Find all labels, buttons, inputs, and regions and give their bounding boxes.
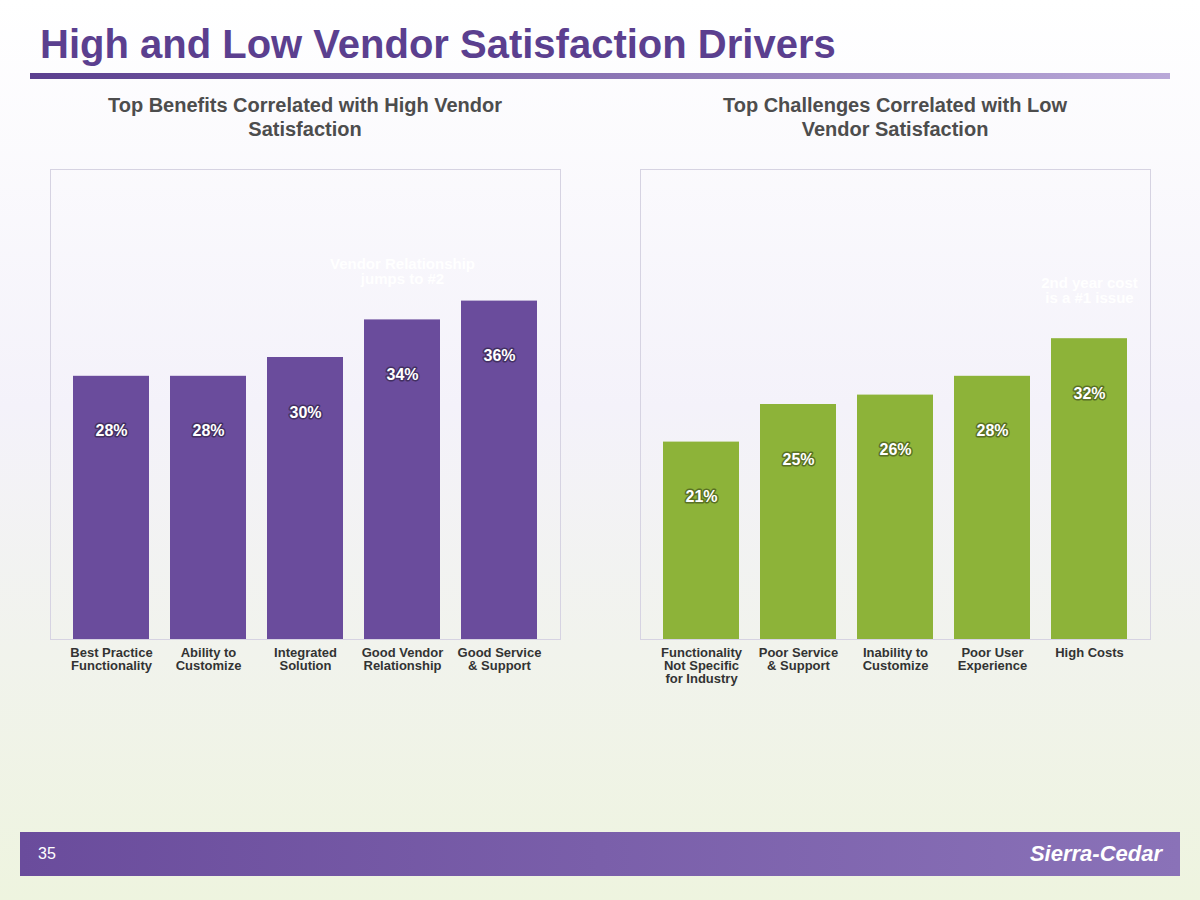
svg-text:Good VendorRelationship: Good VendorRelationship <box>362 645 444 673</box>
svg-text:32%: 32% <box>1073 385 1105 402</box>
svg-text:Poor Service& Support: Poor Service& Support <box>759 645 839 673</box>
svg-text:IntegratedSolution: IntegratedSolution <box>274 645 337 673</box>
svg-text:28%: 28% <box>192 422 224 439</box>
svg-text:30%: 30% <box>289 404 321 421</box>
svg-text:26%: 26% <box>879 441 911 458</box>
svg-text:25%: 25% <box>782 451 814 468</box>
svg-text:Inability toCustomize: Inability toCustomize <box>863 645 929 673</box>
html-text:35: 35 <box>38 845 56 862</box>
html-text:Top Challenges Correlated with: Top Challenges Correlated with Low Vendo… <box>722 94 1067 140</box>
svg-text:Good Service& Support: Good Service& Support <box>458 645 542 673</box>
svg-text:Poor UserExperience: Poor UserExperience <box>958 645 1027 673</box>
svg-text:Vendor Relationshipjumps to #2: Vendor Relationshipjumps to #2 <box>330 255 475 287</box>
html-text:High and Low Vendor Satisfacti: High and Low Vendor Satisfaction Drivers <box>40 22 836 66</box>
svg-text:Ability toCustomize: Ability toCustomize <box>176 645 242 673</box>
svg-text:34%: 34% <box>386 366 418 383</box>
html-text:Top Benefits Correlated with H: Top Benefits Correlated with High Vendor… <box>107 94 502 140</box>
svg-text:FunctionalityNot Specificfor I: FunctionalityNot Specificfor Industry <box>661 645 743 686</box>
html-text:Sierra-Cedar: Sierra-Cedar <box>1029 841 1162 866</box>
svg-text:28%: 28% <box>95 422 127 439</box>
svg-text:28%: 28% <box>976 422 1008 439</box>
svg-text:36%: 36% <box>483 347 515 364</box>
svg-text:High Costs: High Costs <box>1055 645 1124 660</box>
svg-text:2nd year costis a #1 issue: 2nd year costis a #1 issue <box>1041 274 1138 306</box>
svg-text:21%: 21% <box>685 488 717 505</box>
svg-text:Best PracticeFunctionality: Best PracticeFunctionality <box>70 645 152 673</box>
